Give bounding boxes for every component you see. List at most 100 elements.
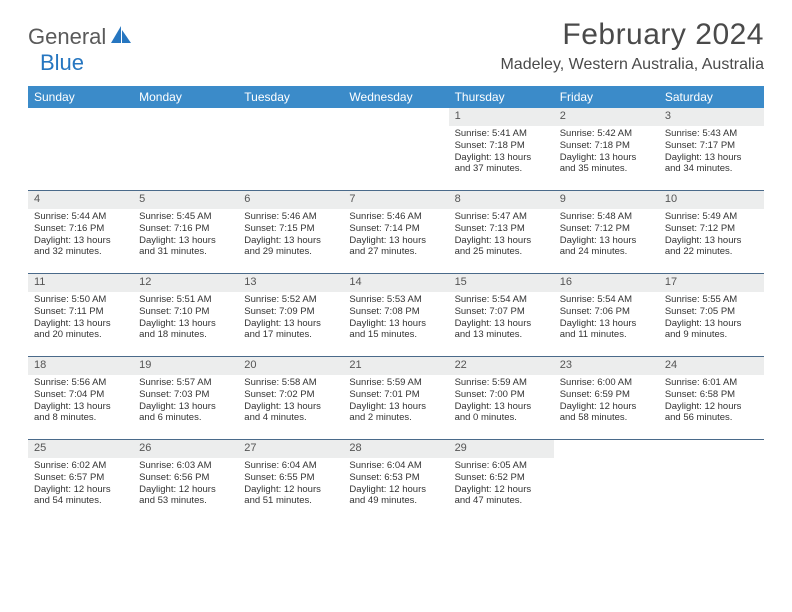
- day-body: Sunrise: 5:49 AMSunset: 7:12 PMDaylight:…: [659, 211, 764, 263]
- day-body: Sunrise: 5:54 AMSunset: 7:06 PMDaylight:…: [554, 294, 659, 346]
- day-line-sunrise: Sunrise: 5:59 AM: [455, 377, 548, 389]
- day-line-sunset: Sunset: 7:11 PM: [34, 306, 127, 318]
- day-line-sunset: Sunset: 7:10 PM: [139, 306, 232, 318]
- day-line-day1: Daylight: 13 hours: [244, 401, 337, 413]
- day-line-day1: Daylight: 13 hours: [139, 318, 232, 330]
- day-cell: 16Sunrise: 5:54 AMSunset: 7:06 PMDayligh…: [554, 274, 659, 356]
- page-header: General Blue February 2024 Madeley, West…: [28, 18, 764, 76]
- day-number: 7: [343, 191, 448, 209]
- day-cell: 3Sunrise: 5:43 AMSunset: 7:17 PMDaylight…: [659, 108, 764, 190]
- day-line-day2: and 47 minutes.: [455, 495, 548, 507]
- location-text: Madeley, Western Australia, Australia: [500, 56, 764, 74]
- day-line-sunset: Sunset: 7:07 PM: [455, 306, 548, 318]
- day-line-sunrise: Sunrise: 5:48 AM: [560, 211, 653, 223]
- day-line-day1: Daylight: 13 hours: [665, 235, 758, 247]
- day-line-day1: Daylight: 13 hours: [139, 235, 232, 247]
- day-body: Sunrise: 5:44 AMSunset: 7:16 PMDaylight:…: [28, 211, 133, 263]
- day-line-sunset: Sunset: 7:01 PM: [349, 389, 442, 401]
- day-cell: 7 Sunrise: 5:46 AMSunset: 7:14 PMDaylight…: [343, 191, 448, 273]
- sail-icon: [111, 26, 133, 49]
- day-body: Sunrise: 6:05 AMSunset: 6:52 PMDaylight:…: [449, 460, 554, 512]
- day-line-day1: Daylight: 13 hours: [34, 401, 127, 413]
- day-line-day1: Daylight: 13 hours: [349, 318, 442, 330]
- day-line-day1: Daylight: 13 hours: [560, 152, 653, 164]
- day-number: 11: [28, 274, 133, 292]
- day-line-day1: Daylight: 13 hours: [34, 235, 127, 247]
- month-title: February 2024: [500, 18, 764, 52]
- day-line-day2: and 32 minutes.: [34, 246, 127, 258]
- day-line-sunrise: Sunrise: 6:05 AM: [455, 460, 548, 472]
- day-line-sunset: Sunset: 7:13 PM: [455, 223, 548, 235]
- day-number: 20: [238, 357, 343, 375]
- day-cell: 22Sunrise: 5:59 AMSunset: 7:00 PMDayligh…: [449, 357, 554, 439]
- day-cell: [28, 108, 133, 190]
- day-cell: 6 Sunrise: 5:46 AMSunset: 7:15 PMDaylight…: [238, 191, 343, 273]
- day-line-sunset: Sunset: 6:52 PM: [455, 472, 548, 484]
- day-line-sunset: Sunset: 7:12 PM: [560, 223, 653, 235]
- day-number: 21: [343, 357, 448, 375]
- day-header-mon: Monday: [133, 86, 238, 108]
- weeks-container: 1Sunrise: 5:41 AMSunset: 7:18 PMDaylight…: [28, 108, 764, 522]
- day-line-sunrise: Sunrise: 5:50 AM: [34, 294, 127, 306]
- day-body: Sunrise: 5:53 AMSunset: 7:08 PMDaylight:…: [343, 294, 448, 346]
- day-number: 6: [238, 191, 343, 209]
- day-number: 26: [133, 440, 238, 458]
- day-body: Sunrise: 5:56 AMSunset: 7:04 PMDaylight:…: [28, 377, 133, 429]
- day-number: 1: [449, 108, 554, 126]
- day-line-sunrise: Sunrise: 5:47 AM: [455, 211, 548, 223]
- day-line-sunset: Sunset: 7:17 PM: [665, 140, 758, 152]
- day-line-day2: and 27 minutes.: [349, 246, 442, 258]
- brand-name-blue: Blue: [40, 50, 133, 76]
- day-line-day2: and 51 minutes.: [244, 495, 337, 507]
- day-line-sunset: Sunset: 6:53 PM: [349, 472, 442, 484]
- day-body: Sunrise: 5:54 AMSunset: 7:07 PMDaylight:…: [449, 294, 554, 346]
- brand-name-gray: General: [28, 24, 106, 49]
- day-body: Sunrise: 6:04 AMSunset: 6:53 PMDaylight:…: [343, 460, 448, 512]
- day-line-day1: Daylight: 13 hours: [665, 318, 758, 330]
- day-number: 18: [28, 357, 133, 375]
- day-number: 29: [449, 440, 554, 458]
- day-cell: 25Sunrise: 6:02 AMSunset: 6:57 PMDayligh…: [28, 440, 133, 522]
- day-cell: 23Sunrise: 6:00 AMSunset: 6:59 PMDayligh…: [554, 357, 659, 439]
- day-cell: 15Sunrise: 5:54 AMSunset: 7:07 PMDayligh…: [449, 274, 554, 356]
- day-line-day2: and 15 minutes.: [349, 329, 442, 341]
- day-line-day1: Daylight: 13 hours: [455, 318, 548, 330]
- day-body: Sunrise: 5:57 AMSunset: 7:03 PMDaylight:…: [133, 377, 238, 429]
- day-body: Sunrise: 5:59 AMSunset: 7:00 PMDaylight:…: [449, 377, 554, 429]
- day-cell: [133, 108, 238, 190]
- day-line-sunrise: Sunrise: 6:02 AM: [34, 460, 127, 472]
- day-line-sunrise: Sunrise: 6:04 AM: [244, 460, 337, 472]
- day-line-day1: Daylight: 13 hours: [349, 235, 442, 247]
- day-line-day2: and 29 minutes.: [244, 246, 337, 258]
- day-body: Sunrise: 5:46 AMSunset: 7:14 PMDaylight:…: [343, 211, 448, 263]
- day-line-sunset: Sunset: 7:18 PM: [455, 140, 548, 152]
- day-line-day1: Daylight: 13 hours: [455, 401, 548, 413]
- day-line-day2: and 25 minutes.: [455, 246, 548, 258]
- brand-logo: General Blue: [28, 24, 133, 76]
- day-line-sunrise: Sunrise: 5:53 AM: [349, 294, 442, 306]
- day-line-sunrise: Sunrise: 6:03 AM: [139, 460, 232, 472]
- day-cell: 8Sunrise: 5:47 AMSunset: 7:13 PMDaylight…: [449, 191, 554, 273]
- day-line-sunset: Sunset: 7:15 PM: [244, 223, 337, 235]
- day-line-sunset: Sunset: 7:18 PM: [560, 140, 653, 152]
- day-body: Sunrise: 5:46 AMSunset: 7:15 PMDaylight:…: [238, 211, 343, 263]
- day-cell: 10Sunrise: 5:49 AMSunset: 7:12 PMDayligh…: [659, 191, 764, 273]
- title-block: February 2024 Madeley, Western Australia…: [500, 18, 764, 74]
- day-line-sunset: Sunset: 7:14 PM: [349, 223, 442, 235]
- day-line-day1: Daylight: 13 hours: [34, 318, 127, 330]
- day-cell: [343, 108, 448, 190]
- day-line-day1: Daylight: 13 hours: [560, 235, 653, 247]
- day-line-sunrise: Sunrise: 5:46 AM: [244, 211, 337, 223]
- day-line-day1: Daylight: 12 hours: [560, 401, 653, 413]
- day-line-sunset: Sunset: 7:02 PM: [244, 389, 337, 401]
- day-line-day2: and 2 minutes.: [349, 412, 442, 424]
- day-line-day1: Daylight: 13 hours: [139, 401, 232, 413]
- day-line-day1: Daylight: 13 hours: [244, 235, 337, 247]
- day-body: Sunrise: 5:50 AMSunset: 7:11 PMDaylight:…: [28, 294, 133, 346]
- day-line-sunrise: Sunrise: 6:00 AM: [560, 377, 653, 389]
- day-line-day2: and 18 minutes.: [139, 329, 232, 341]
- day-cell: 11 Sunrise: 5:50 AMSunset: 7:11 PMDayligh…: [28, 274, 133, 356]
- day-line-sunset: Sunset: 7:03 PM: [139, 389, 232, 401]
- day-line-sunrise: Sunrise: 5:42 AM: [560, 128, 653, 140]
- day-line-day1: Daylight: 12 hours: [34, 484, 127, 496]
